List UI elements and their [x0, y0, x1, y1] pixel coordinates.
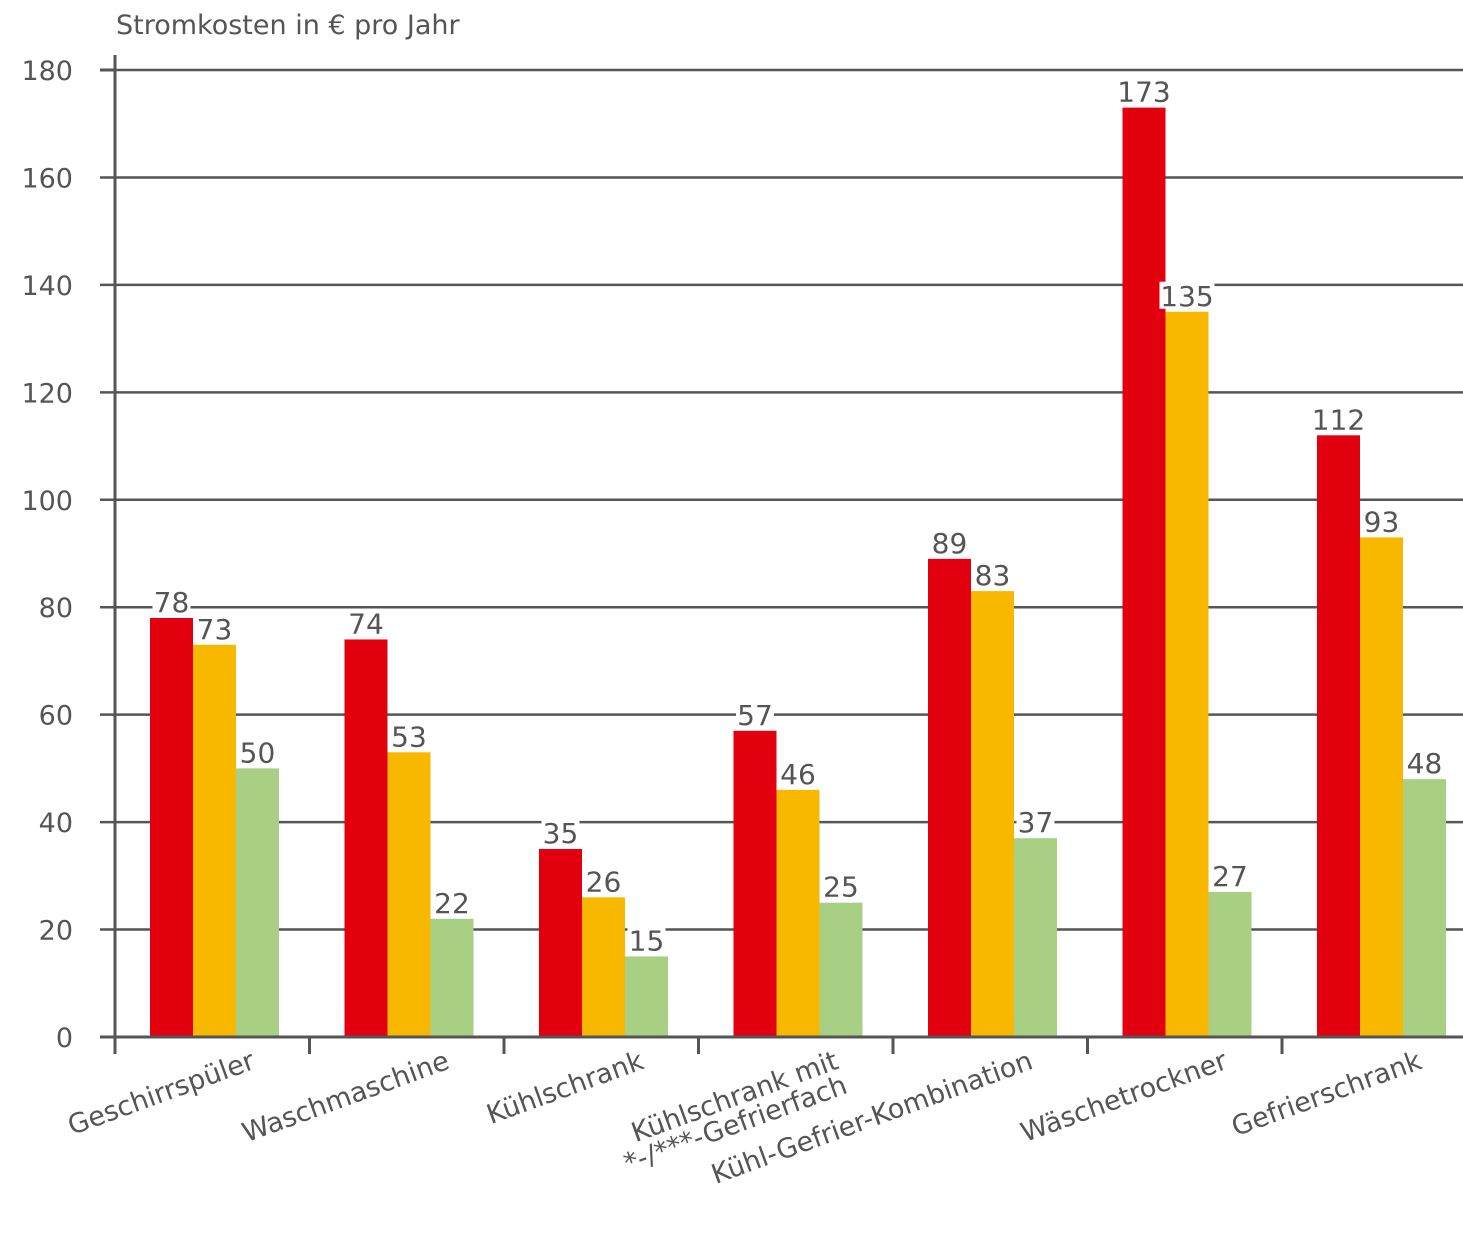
- y-tick-label: 100: [21, 486, 73, 517]
- bar-label-bg: [1211, 861, 1249, 889]
- bar-value-label: 83: [975, 559, 1011, 592]
- bar: [1360, 537, 1403, 1037]
- y-tick-label: 40: [39, 808, 73, 839]
- bar: [1014, 838, 1057, 1037]
- bar-value-label: 57: [737, 699, 773, 732]
- bar-value-label: 48: [1407, 747, 1443, 780]
- bar-value-label: 93: [1364, 505, 1400, 538]
- x-category-label: Kühlschrank: [483, 1045, 649, 1131]
- bar-label-bg: [1016, 808, 1055, 836]
- bar-label-bg: [584, 867, 623, 895]
- bar-label-bg: [779, 759, 817, 787]
- y-tick-label: 0: [56, 1023, 73, 1054]
- x-category-label: Wäschetrockner: [1017, 1045, 1232, 1149]
- bar-label-bg: [973, 561, 1012, 589]
- bar: [776, 789, 820, 1037]
- bar-label-bg: [1311, 405, 1366, 433]
- bar: [928, 558, 971, 1037]
- bar: [539, 848, 582, 1037]
- x-category-label: Gefrierschrank: [1228, 1045, 1427, 1143]
- bar: [819, 902, 863, 1037]
- bar-label-bg: [1362, 507, 1401, 535]
- bar-label-bg: [1405, 749, 1444, 777]
- bar-label-bg: [822, 872, 860, 900]
- bar: [1317, 435, 1360, 1037]
- bar: [193, 644, 236, 1037]
- bar-label-bg: [433, 888, 471, 916]
- bar-value-label: 74: [348, 607, 384, 640]
- bar-label-bg: [541, 818, 580, 846]
- bar: [625, 956, 668, 1037]
- bar: [430, 918, 474, 1037]
- y-tick-label: 140: [21, 271, 73, 302]
- bar-value-label: 15: [629, 924, 665, 957]
- x-category-label-line: Waschmaschine: [238, 1045, 453, 1149]
- bar-label-bg: [347, 609, 385, 637]
- bar-value-label: 112: [1312, 403, 1365, 436]
- bar-label-bg: [238, 738, 277, 766]
- bar-value-label: 26: [586, 865, 622, 898]
- bar-label-bg: [390, 722, 428, 750]
- x-category-label-line: Gefrierschrank: [1228, 1045, 1427, 1143]
- bar-value-label: 73: [197, 613, 233, 646]
- bar: [344, 639, 388, 1037]
- y-tick-label: 80: [39, 593, 73, 624]
- bar: [1403, 779, 1446, 1037]
- bar-label-bg: [195, 614, 234, 642]
- bar-value-label: 27: [1212, 860, 1248, 893]
- bar-label-bg: [1159, 281, 1215, 309]
- bar-value-label: 37: [1018, 806, 1054, 839]
- bar-label-bg: [152, 587, 191, 615]
- y-tick-label: 180: [21, 56, 73, 87]
- y-tick-labels: 0 20 40 60 80 100 120 140 160 180: [21, 56, 73, 1054]
- x-category-label: Geschirrspüler: [64, 1045, 260, 1142]
- y-tick-label: 120: [21, 378, 73, 409]
- y-tick-label: 160: [21, 163, 73, 194]
- x-category-label: Waschmaschine: [238, 1045, 453, 1149]
- bar-value-label: 35: [543, 817, 579, 850]
- bar: [582, 897, 625, 1037]
- bar: [1165, 311, 1209, 1037]
- bar-value-label: 135: [1160, 280, 1213, 313]
- bar-value-label: 78: [154, 586, 190, 619]
- x-category-label-line: Kühlschrank: [483, 1045, 649, 1131]
- bar-value-label: 25: [823, 871, 859, 904]
- bar-value-label: 50: [240, 736, 276, 769]
- axes: [100, 55, 1463, 1054]
- bar: [387, 752, 431, 1037]
- x-category-label-line: Geschirrspüler: [64, 1045, 260, 1142]
- bar-label-bg: [1116, 77, 1172, 105]
- bar-label-bg: [736, 700, 774, 728]
- y-axis-title: Stromkosten in € pro Jahr: [116, 10, 461, 41]
- bar: [236, 768, 279, 1037]
- bar-label-bg: [930, 528, 969, 556]
- bar-value-label: 46: [780, 758, 816, 791]
- bar-value-label: 22: [434, 887, 470, 920]
- y-tick-label: 20: [39, 916, 73, 947]
- bar: [1122, 107, 1166, 1038]
- y-tick-label: 60: [39, 701, 73, 732]
- bar: [1208, 891, 1252, 1037]
- x-category-label-line: Wäschetrockner: [1017, 1045, 1232, 1149]
- bar-label-bg: [627, 926, 666, 954]
- bar: [733, 730, 777, 1037]
- bar: [971, 591, 1014, 1037]
- bar-value-label: 53: [391, 720, 427, 753]
- bars: [150, 107, 1446, 1038]
- bar-value-label: 89: [932, 527, 968, 560]
- bar: [150, 617, 193, 1037]
- gridlines: [100, 68, 1463, 931]
- bar-value-label: 173: [1117, 76, 1170, 109]
